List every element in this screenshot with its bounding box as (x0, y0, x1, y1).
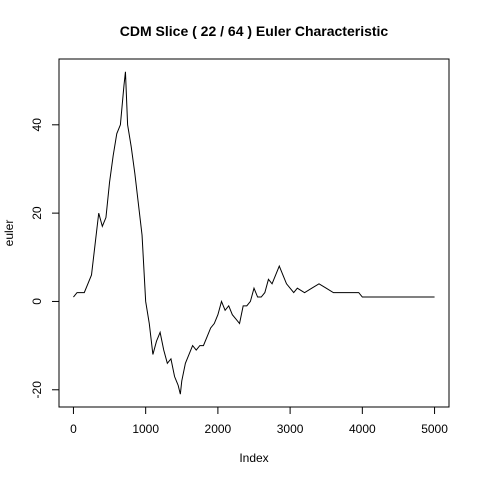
y-tick-label: 0 (30, 298, 44, 305)
y-tick-label: 20 (30, 206, 44, 220)
x-tick-label: 3000 (277, 422, 304, 436)
x-tick-label: 1000 (132, 422, 159, 436)
x-tick-label: 5000 (421, 422, 448, 436)
y-tick-label: -20 (30, 381, 44, 399)
chart-title: CDM Slice ( 22 / 64 ) Euler Characterist… (120, 23, 389, 39)
data-line (73, 71, 435, 395)
x-axis-label: Index (239, 451, 268, 465)
x-tick-label: 2000 (205, 422, 232, 436)
y-axis-label: euler (2, 220, 16, 247)
x-tick-label: 4000 (349, 422, 376, 436)
y-tick-label: 40 (30, 118, 44, 132)
x-tick-label: 0 (70, 422, 77, 436)
